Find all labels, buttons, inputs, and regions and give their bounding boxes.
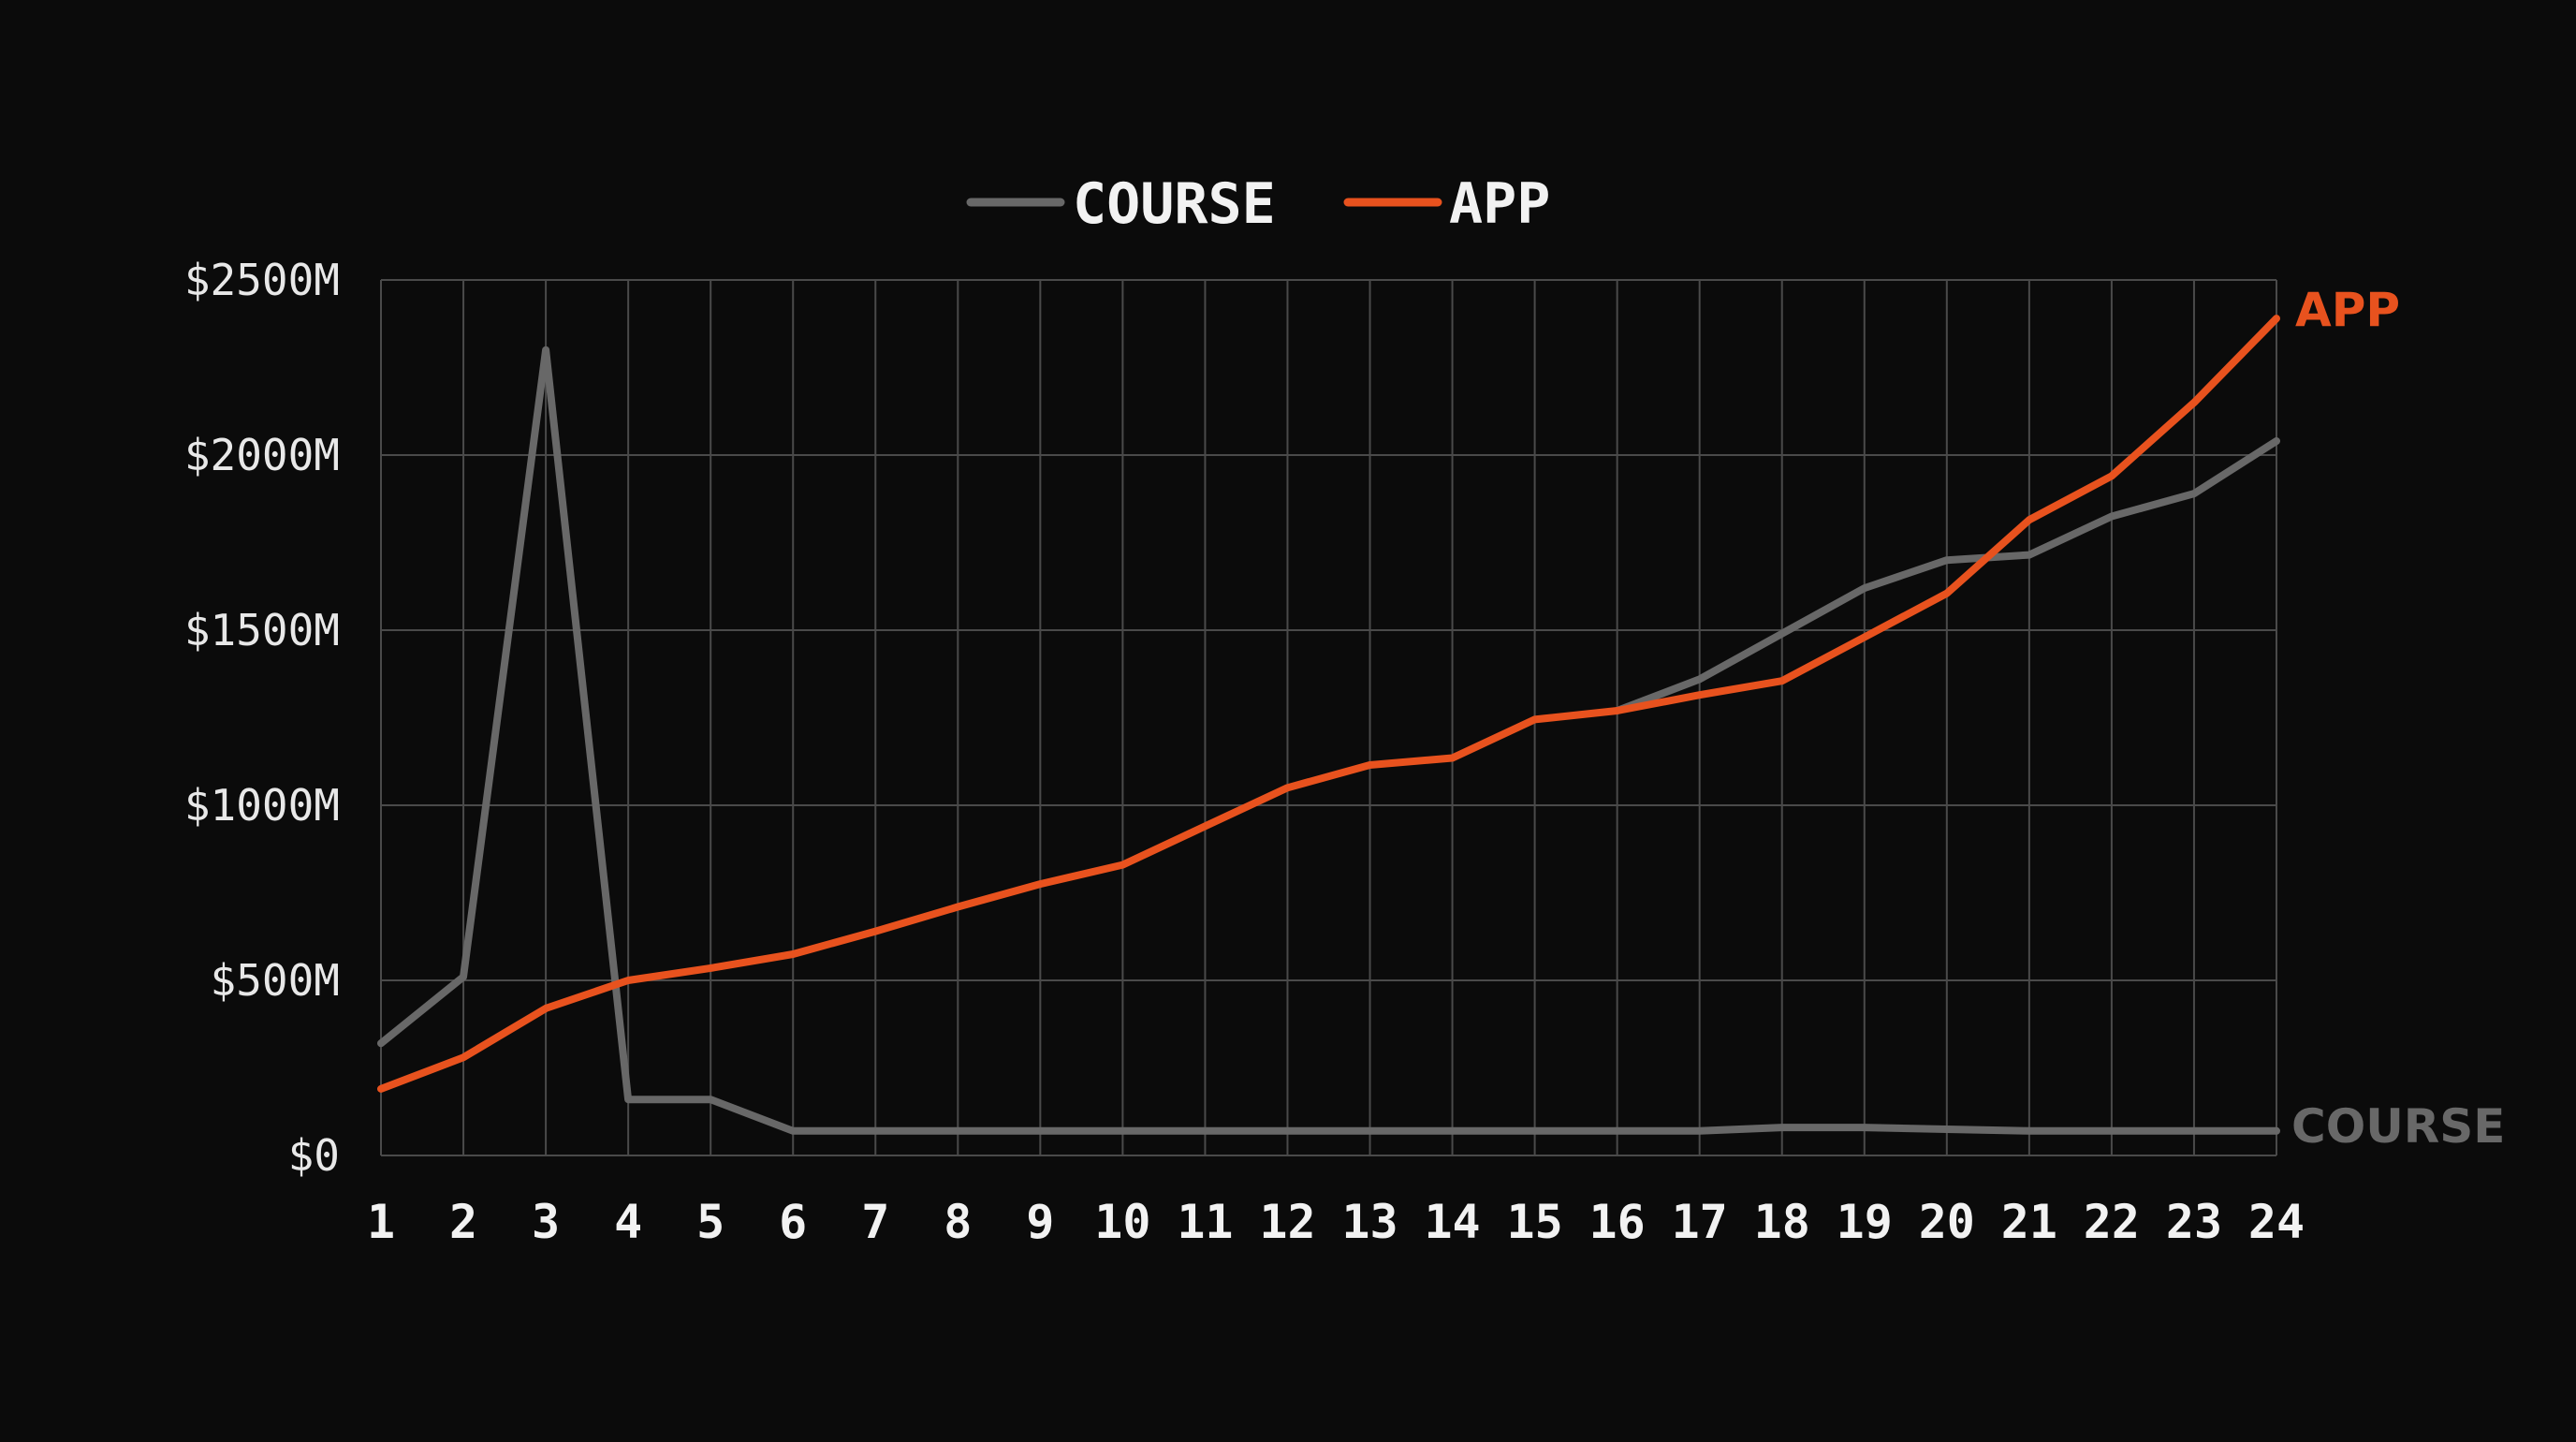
plot-grid [380, 279, 2277, 1156]
x-tick-label: 8 [944, 1195, 972, 1249]
x-tick-label: 4 [614, 1195, 642, 1249]
x-tick-label: 3 [532, 1195, 560, 1249]
y-tick-label: $2500M [184, 255, 340, 305]
x-tick-label: 13 [1341, 1195, 1398, 1249]
x-tick-label: 17 [1672, 1195, 1728, 1249]
x-tick-label: 16 [1589, 1195, 1646, 1249]
x-tick-label: 5 [696, 1195, 724, 1249]
end-labels: APP COURSE [2291, 283, 2505, 1154]
x-tick-label: 19 [1837, 1195, 1893, 1249]
x-tick-label: 12 [1259, 1195, 1315, 1249]
x-tick-label: 10 [1094, 1195, 1150, 1249]
series-lines [377, 315, 2280, 1135]
x-tick-label: 15 [1506, 1195, 1562, 1249]
x-tick-label: 20 [1919, 1195, 1975, 1249]
x-tick-label: 6 [779, 1195, 807, 1249]
series-line-app [377, 315, 2280, 1093]
x-tick-label: 22 [2084, 1195, 2140, 1249]
x-tick-label: 9 [1026, 1195, 1054, 1249]
x-tick-label: 11 [1177, 1195, 1233, 1249]
legend-label-course: COURSE [1073, 171, 1276, 237]
y-tick-label: $1000M [184, 780, 340, 831]
series-line-course [377, 346, 2280, 1135]
y-tick-label: $0 [288, 1130, 340, 1181]
end-label-app: APP [2295, 283, 2400, 337]
x-tick-label: 1 [367, 1195, 395, 1249]
end-label-course: COURSE [2291, 1099, 2505, 1154]
legend: COURSE APP [966, 171, 1550, 237]
x-axis: 1 2 3 4 5 6 7 8 9 10 11 12 13 14 15 16 17 18 19 20 21 22 23 24 [367, 1195, 2305, 1249]
x-tick-label: 21 [2001, 1195, 2057, 1249]
legend-label-app: APP [1449, 171, 1550, 237]
x-tick-label: 24 [2248, 1195, 2305, 1249]
y-tick-label: $500M [211, 955, 340, 1006]
x-tick-label: 14 [1424, 1195, 1480, 1249]
y-tick-label: $1500M [184, 605, 340, 655]
y-axis: $0 $500M $1000M $1500M $2000M $2500M [184, 255, 340, 1181]
x-tick-label: 18 [1754, 1195, 1810, 1249]
y-tick-label: $2000M [184, 430, 340, 480]
series-line-course-upper [1613, 437, 2280, 714]
x-tick-label: 23 [2166, 1195, 2222, 1249]
x-tick-label: 7 [861, 1195, 889, 1249]
x-tick-label: 2 [449, 1195, 477, 1249]
